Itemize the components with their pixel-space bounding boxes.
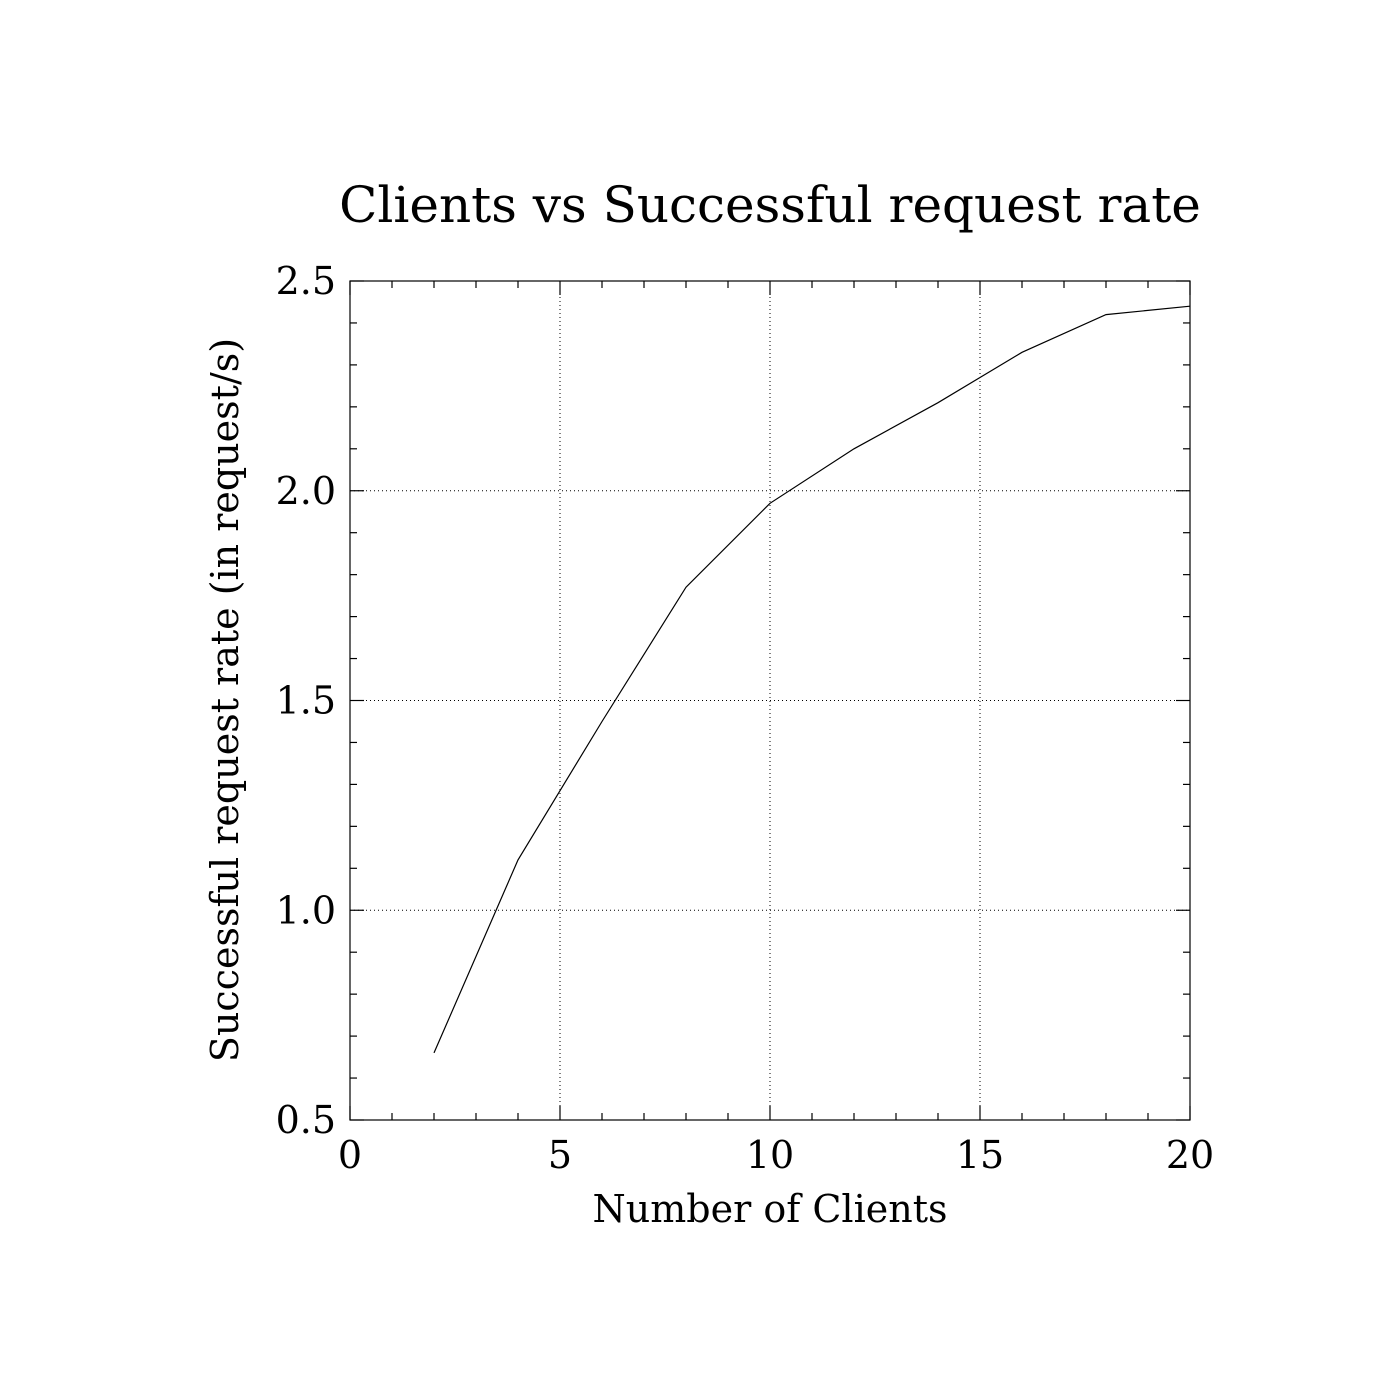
x-tick-label: 0: [338, 1133, 362, 1177]
x-tick-label: 10: [746, 1133, 794, 1177]
y-axis-label: Successful request rate (in request/s): [203, 338, 247, 1062]
x-tick-label: 20: [1166, 1133, 1214, 1177]
y-tick-label: 2.5: [276, 259, 336, 303]
x-axis-tick-labels: 0 5 10 15 20: [338, 1133, 1214, 1177]
x-axis-label: Number of Clients: [593, 1187, 948, 1231]
chart-title: Clients vs Successful request rate: [339, 176, 1201, 234]
y-axis-tick-labels: 0.5 1.0 1.5 2.0 2.5: [276, 259, 336, 1142]
y-tick-label: 1.5: [276, 679, 336, 723]
series-line-1: [433, 305, 1191, 1054]
y-tick-label: 0.5: [276, 1098, 336, 1142]
y-tick-label: 1.0: [276, 888, 336, 932]
x-tick-label: 5: [548, 1133, 572, 1177]
plot-area-frame: [349, 280, 1191, 1121]
y-tick-label: 2.0: [276, 469, 336, 513]
series-layer: [433, 305, 1191, 1054]
grid-lines: [350, 281, 1190, 1120]
x-tick-label: 15: [956, 1133, 1004, 1177]
